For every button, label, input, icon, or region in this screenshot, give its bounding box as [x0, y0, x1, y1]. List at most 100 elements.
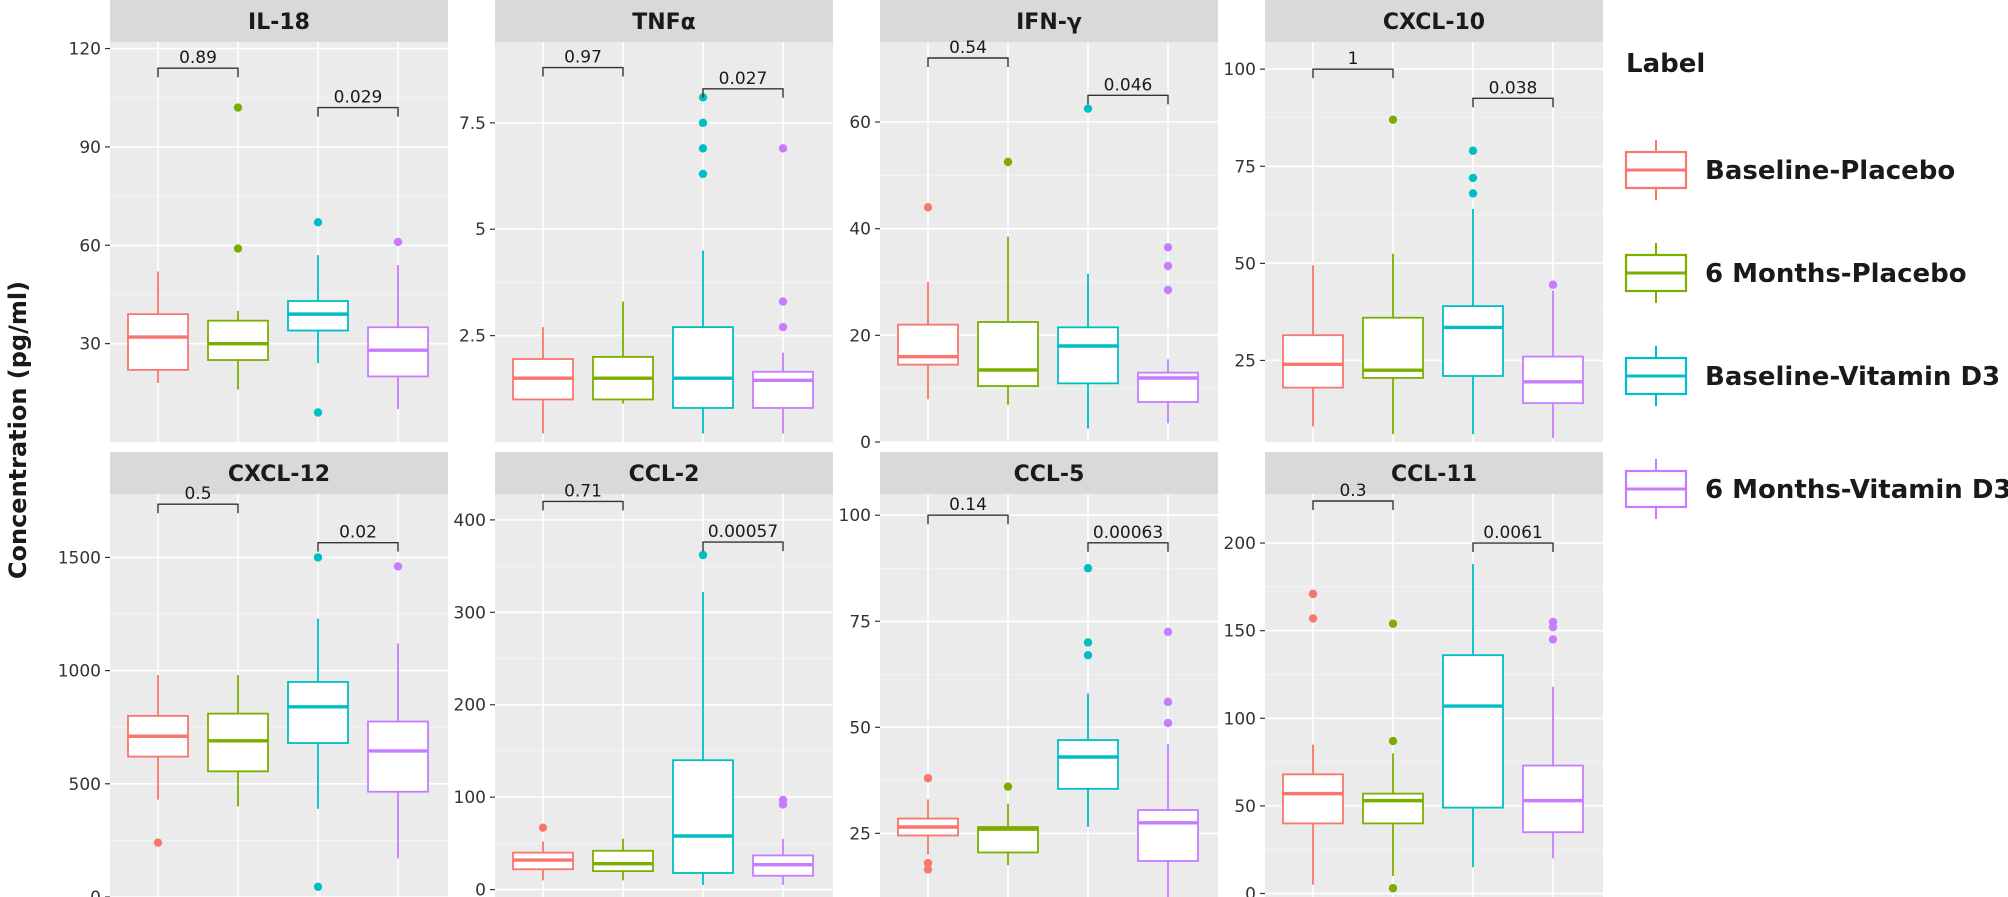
- box-iqr: [1522, 764, 1584, 834]
- outlier-point: [698, 550, 708, 560]
- panel-il-18: IL-18 30 60 90 120 0.89 0.029: [69, 0, 448, 442]
- y-tick-label: 1500: [58, 548, 101, 568]
- panel-strip: [110, 452, 448, 494]
- outlier-point: [923, 865, 933, 874]
- box-6-months-vitamin-d3: [1522, 617, 1584, 859]
- outlier-point: [233, 103, 243, 112]
- bracket-line: [157, 503, 239, 514]
- p-value-label: 0.00057: [708, 522, 778, 542]
- panel-strip: [880, 452, 1218, 494]
- outlier-point: [778, 322, 788, 332]
- box-6-months-vitamin-d3: [1137, 243, 1199, 424]
- y-axis-label: Concentration (pg/ml): [4, 281, 32, 579]
- plot-background: [495, 494, 833, 897]
- panel-title: CXCL-10: [1383, 10, 1485, 35]
- y-tick-label: 200: [454, 696, 486, 716]
- y-tick-label: 0: [1245, 884, 1256, 897]
- box-baseline-placebo: [512, 823, 574, 881]
- box-iqr: [1282, 773, 1344, 825]
- y-tick-label: 0: [90, 888, 101, 897]
- box-6-months-placebo: [1362, 115, 1424, 435]
- bracket-line: [1087, 94, 1169, 105]
- box-baseline-placebo: [1282, 265, 1344, 427]
- box-baseline-placebo: [127, 675, 189, 847]
- legend: Label Baseline-Placebo 6 Months-Placebo Bas…: [1624, 49, 2008, 519]
- box-iqr: [287, 681, 349, 744]
- box-baseline-vitamin-d3: [672, 93, 734, 434]
- p-value-label: 0.02: [339, 523, 377, 543]
- outlier-point: [1468, 173, 1478, 183]
- comparison-bracket: 0.5: [157, 484, 239, 514]
- bracket-line: [927, 57, 1009, 67]
- comparison-bracket: 0.027: [702, 69, 784, 98]
- outlier-point: [313, 553, 323, 562]
- panel-title: CCL-11: [1391, 462, 1477, 487]
- box-6-months-placebo: [207, 675, 269, 807]
- bracket-line: [1312, 68, 1394, 79]
- legend-entry-6-months-placebo: 6 Months-Placebo: [1624, 243, 1967, 303]
- box-baseline-vitamin-d3: [1442, 564, 1504, 868]
- y-tick-label: 50: [1234, 797, 1256, 817]
- outlier-point: [1548, 280, 1558, 289]
- bracket-line: [927, 514, 1009, 525]
- bracket-line: [1312, 500, 1394, 511]
- panel-cxcl-10: CXCL-10 25 50 75 100 1 0.038: [1224, 0, 1603, 442]
- y-tick-label: 100: [1224, 709, 1256, 729]
- legend-label: 6 Months-Placebo: [1705, 259, 1967, 289]
- p-value-label: 0.3: [1339, 481, 1366, 501]
- outlier-point: [923, 858, 933, 868]
- outlier-point: [1163, 718, 1173, 728]
- outlier-point: [698, 118, 708, 128]
- outlier-point: [923, 774, 933, 783]
- y-tick-label: 100: [1224, 60, 1256, 80]
- p-value-label: 0.027: [719, 69, 768, 89]
- box-iqr: [367, 720, 429, 793]
- panel-title: IL-18: [248, 10, 310, 35]
- y-tick-label: 200: [1224, 534, 1256, 554]
- box-iqr: [672, 759, 734, 874]
- p-value-label: 0.046: [1104, 75, 1153, 95]
- y-tick-label: 100: [839, 506, 871, 526]
- legend-entry-baseline-placebo: Baseline-Placebo: [1624, 140, 1955, 200]
- y-tick-label: 2.5: [459, 327, 486, 347]
- box-6-months-vitamin-d3: [1137, 627, 1199, 897]
- panel-title: CCL-5: [1014, 462, 1085, 487]
- comparison-bracket: 0.71: [542, 481, 624, 511]
- box-iqr: [752, 370, 814, 409]
- panel-strip: [495, 0, 833, 42]
- box-6-months-placebo: [977, 157, 1039, 405]
- box-iqr: [897, 323, 959, 366]
- box-6-months-placebo: [592, 838, 654, 881]
- outlier-point: [1163, 627, 1173, 637]
- box-baseline-vitamin-d3: [287, 218, 349, 417]
- box-iqr: [1442, 305, 1504, 377]
- box-6-months-placebo: [1362, 619, 1424, 893]
- p-value-label: 0.5: [184, 484, 211, 504]
- outlier-point: [1468, 146, 1478, 155]
- comparison-bracket: 0.89: [157, 48, 239, 78]
- legend-title: Label: [1626, 49, 1705, 79]
- y-tick-label: 25: [1234, 351, 1256, 371]
- y-tick-label: 60: [79, 236, 101, 256]
- y-tick-label: 75: [1234, 157, 1256, 177]
- panel-strip: [495, 452, 833, 494]
- panel-ccl-5: CCL-5 25 50 75 100 0.14 0.00063: [839, 452, 1218, 897]
- comparison-bracket: 0.046: [1087, 75, 1169, 105]
- panel-tnf-: TNFα 2.5 5 7.5 0.97 0.027: [459, 0, 833, 442]
- p-value-label: 0.71: [564, 481, 602, 501]
- box-iqr: [1057, 739, 1119, 790]
- panel-strip: [1265, 452, 1603, 494]
- comparison-bracket: 0.038: [1472, 78, 1554, 108]
- box-iqr: [977, 321, 1039, 387]
- y-tick-label: 1000: [58, 662, 101, 682]
- panel-title: IFN-γ: [1016, 10, 1082, 35]
- y-tick-label: 90: [79, 138, 101, 158]
- y-tick-label: 300: [454, 603, 486, 623]
- comparison-bracket: 0.00063: [1087, 523, 1169, 552]
- p-value-label: 0.89: [179, 48, 217, 68]
- bracket-line: [702, 541, 784, 552]
- outlier-point: [698, 144, 708, 153]
- box-iqr: [207, 319, 269, 361]
- outlier-point: [1083, 564, 1093, 573]
